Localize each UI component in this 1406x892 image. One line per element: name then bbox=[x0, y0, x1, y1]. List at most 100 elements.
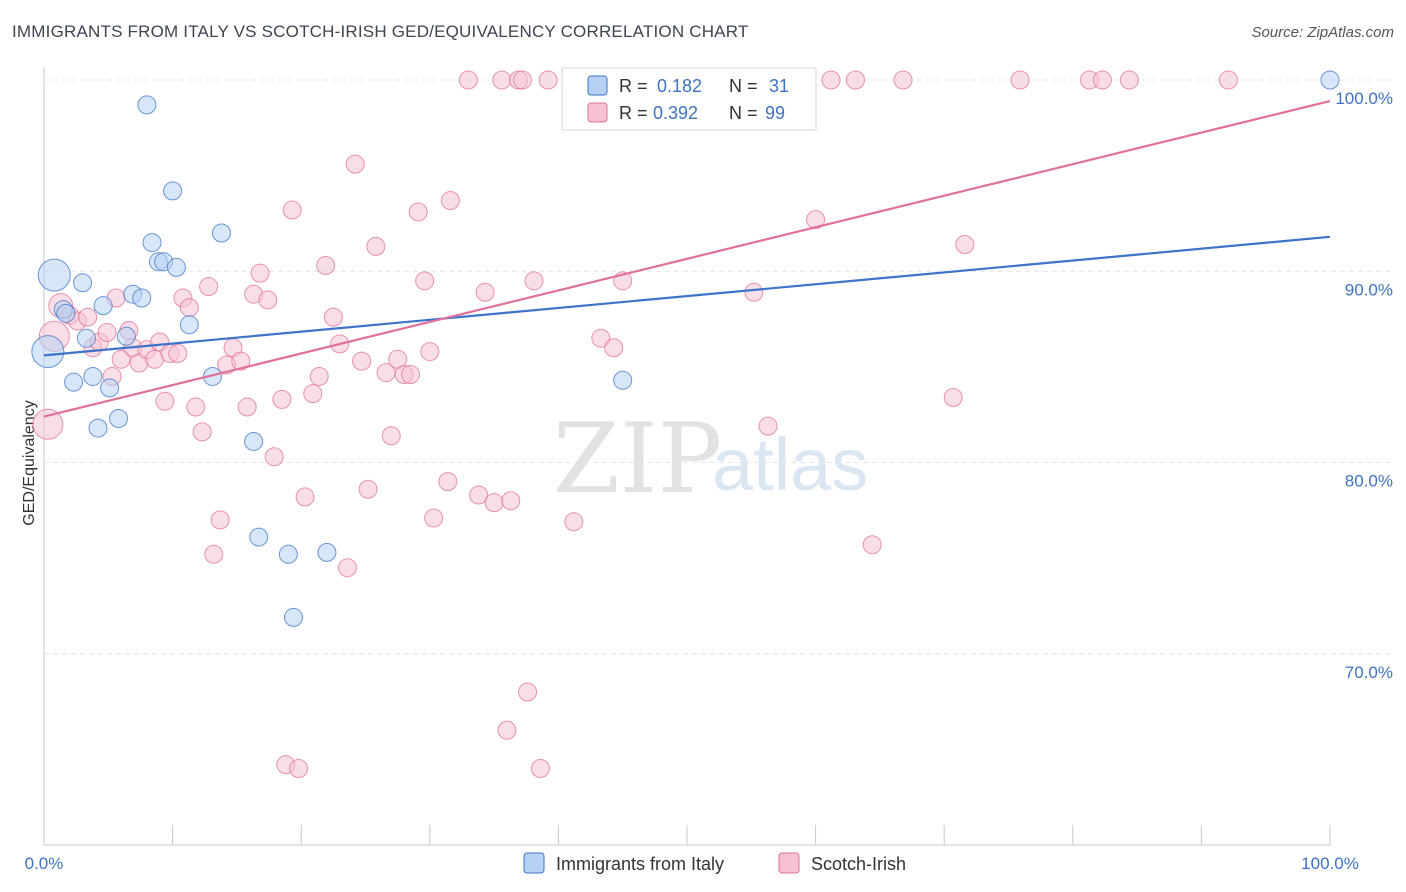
data-point bbox=[458, 70, 478, 90]
data-point bbox=[316, 256, 336, 276]
watermark-zip: ZIP bbox=[553, 403, 722, 515]
data-point bbox=[317, 542, 337, 562]
data-point bbox=[758, 416, 778, 436]
data-point bbox=[32, 408, 64, 440]
data-point bbox=[250, 263, 270, 283]
data-point bbox=[56, 303, 76, 323]
data-point bbox=[408, 202, 428, 222]
data-point bbox=[591, 328, 611, 348]
data-point bbox=[88, 418, 108, 438]
data-point bbox=[192, 422, 212, 442]
legend-swatch-pink bbox=[587, 102, 608, 123]
data-point bbox=[352, 351, 372, 371]
y-tick-label-100: 100.0% bbox=[1335, 89, 1393, 108]
bottom-legend: Immigrants from Italy Scotch-Irish bbox=[523, 852, 906, 874]
legend-r-value-blue: 0.182 bbox=[657, 76, 702, 96]
data-point bbox=[73, 273, 93, 293]
y-tick-label-90: 90.0% bbox=[1345, 280, 1393, 299]
bottom-legend-label-scotch-irish: Scotch-Irish bbox=[811, 854, 906, 874]
data-point bbox=[237, 397, 257, 417]
data-point bbox=[211, 223, 231, 243]
data-point bbox=[744, 282, 764, 302]
trend-line-scotch-irish bbox=[43, 99, 1331, 418]
bottom-legend-label-italy: Immigrants from Italy bbox=[556, 854, 724, 874]
data-point bbox=[204, 544, 224, 564]
data-point bbox=[955, 234, 975, 254]
data-point bbox=[249, 527, 269, 547]
data-point bbox=[492, 70, 512, 90]
data-point bbox=[943, 387, 963, 407]
legend-n-label-blue: N = bbox=[729, 76, 758, 96]
legend-swatch-blue bbox=[587, 75, 608, 96]
data-point bbox=[438, 472, 458, 492]
data-point bbox=[289, 759, 309, 778]
data-point bbox=[401, 365, 421, 385]
data-point bbox=[484, 493, 504, 513]
data-point bbox=[231, 351, 251, 371]
legend-r-value-pink: 0.392 bbox=[653, 103, 698, 123]
data-point bbox=[166, 257, 186, 277]
data-point bbox=[604, 338, 624, 358]
data-point bbox=[83, 366, 103, 386]
data-point bbox=[345, 154, 365, 174]
trend-line-italy bbox=[43, 235, 1331, 357]
x-tick-label-max: 100.0% bbox=[1301, 854, 1359, 873]
data-point bbox=[264, 447, 284, 467]
legend-r-label-blue: R = bbox=[619, 76, 648, 96]
legend-r-label-pink: R = bbox=[619, 103, 648, 123]
data-point bbox=[564, 512, 584, 532]
legend: R = 0.182 N = 31 R = 0.392 N = 99 bbox=[561, 67, 817, 131]
data-point bbox=[78, 307, 98, 327]
y-tick-label-70: 70.0% bbox=[1345, 663, 1393, 682]
data-point bbox=[142, 233, 162, 253]
data-point bbox=[179, 298, 199, 318]
data-point bbox=[1218, 70, 1238, 90]
data-point bbox=[155, 391, 175, 411]
data-point bbox=[440, 190, 460, 210]
data-point bbox=[366, 236, 386, 256]
data-point bbox=[337, 558, 357, 578]
data-point bbox=[37, 258, 71, 292]
x-tick-label-min: 0.0% bbox=[25, 854, 64, 873]
data-point bbox=[1119, 70, 1139, 90]
data-point bbox=[1092, 70, 1112, 90]
data-point bbox=[530, 759, 550, 778]
data-point bbox=[518, 682, 538, 702]
data-point bbox=[475, 282, 495, 302]
data-point bbox=[132, 288, 152, 308]
series-italy-points bbox=[31, 70, 1340, 627]
data-point bbox=[97, 322, 117, 342]
data-point bbox=[323, 307, 343, 327]
chart-title: IMMIGRANTS FROM ITALY VS SCOTCH-IRISH GE… bbox=[12, 22, 749, 41]
data-point bbox=[93, 296, 113, 316]
x-ticks bbox=[43, 825, 1331, 845]
data-point bbox=[168, 343, 188, 363]
data-point bbox=[100, 378, 120, 398]
bottom-legend-swatch-scotch-irish bbox=[778, 852, 800, 874]
data-point bbox=[210, 510, 230, 530]
data-point bbox=[469, 485, 489, 505]
watermark-atlas: atlas bbox=[712, 423, 868, 506]
y-tick-label-80: 80.0% bbox=[1345, 472, 1393, 491]
trend-lines bbox=[43, 99, 1331, 418]
data-point bbox=[415, 271, 435, 291]
data-point bbox=[358, 479, 378, 499]
series-scotch-irish-points bbox=[32, 70, 1238, 778]
legend-n-label-pink: N = bbox=[729, 103, 758, 123]
bottom-legend-swatch-italy bbox=[523, 852, 545, 874]
data-point bbox=[258, 290, 278, 310]
data-point bbox=[862, 535, 882, 555]
data-point bbox=[116, 326, 136, 346]
data-point bbox=[179, 315, 199, 335]
data-point bbox=[420, 342, 440, 362]
y-axis-label: GED/Equivalency bbox=[21, 400, 38, 525]
legend-n-value-blue: 31 bbox=[769, 76, 789, 96]
data-point bbox=[501, 491, 521, 511]
data-point bbox=[272, 389, 292, 409]
data-point bbox=[186, 397, 206, 417]
data-point bbox=[199, 277, 219, 297]
data-point bbox=[893, 70, 913, 90]
data-point bbox=[137, 95, 157, 115]
data-point bbox=[524, 271, 544, 291]
